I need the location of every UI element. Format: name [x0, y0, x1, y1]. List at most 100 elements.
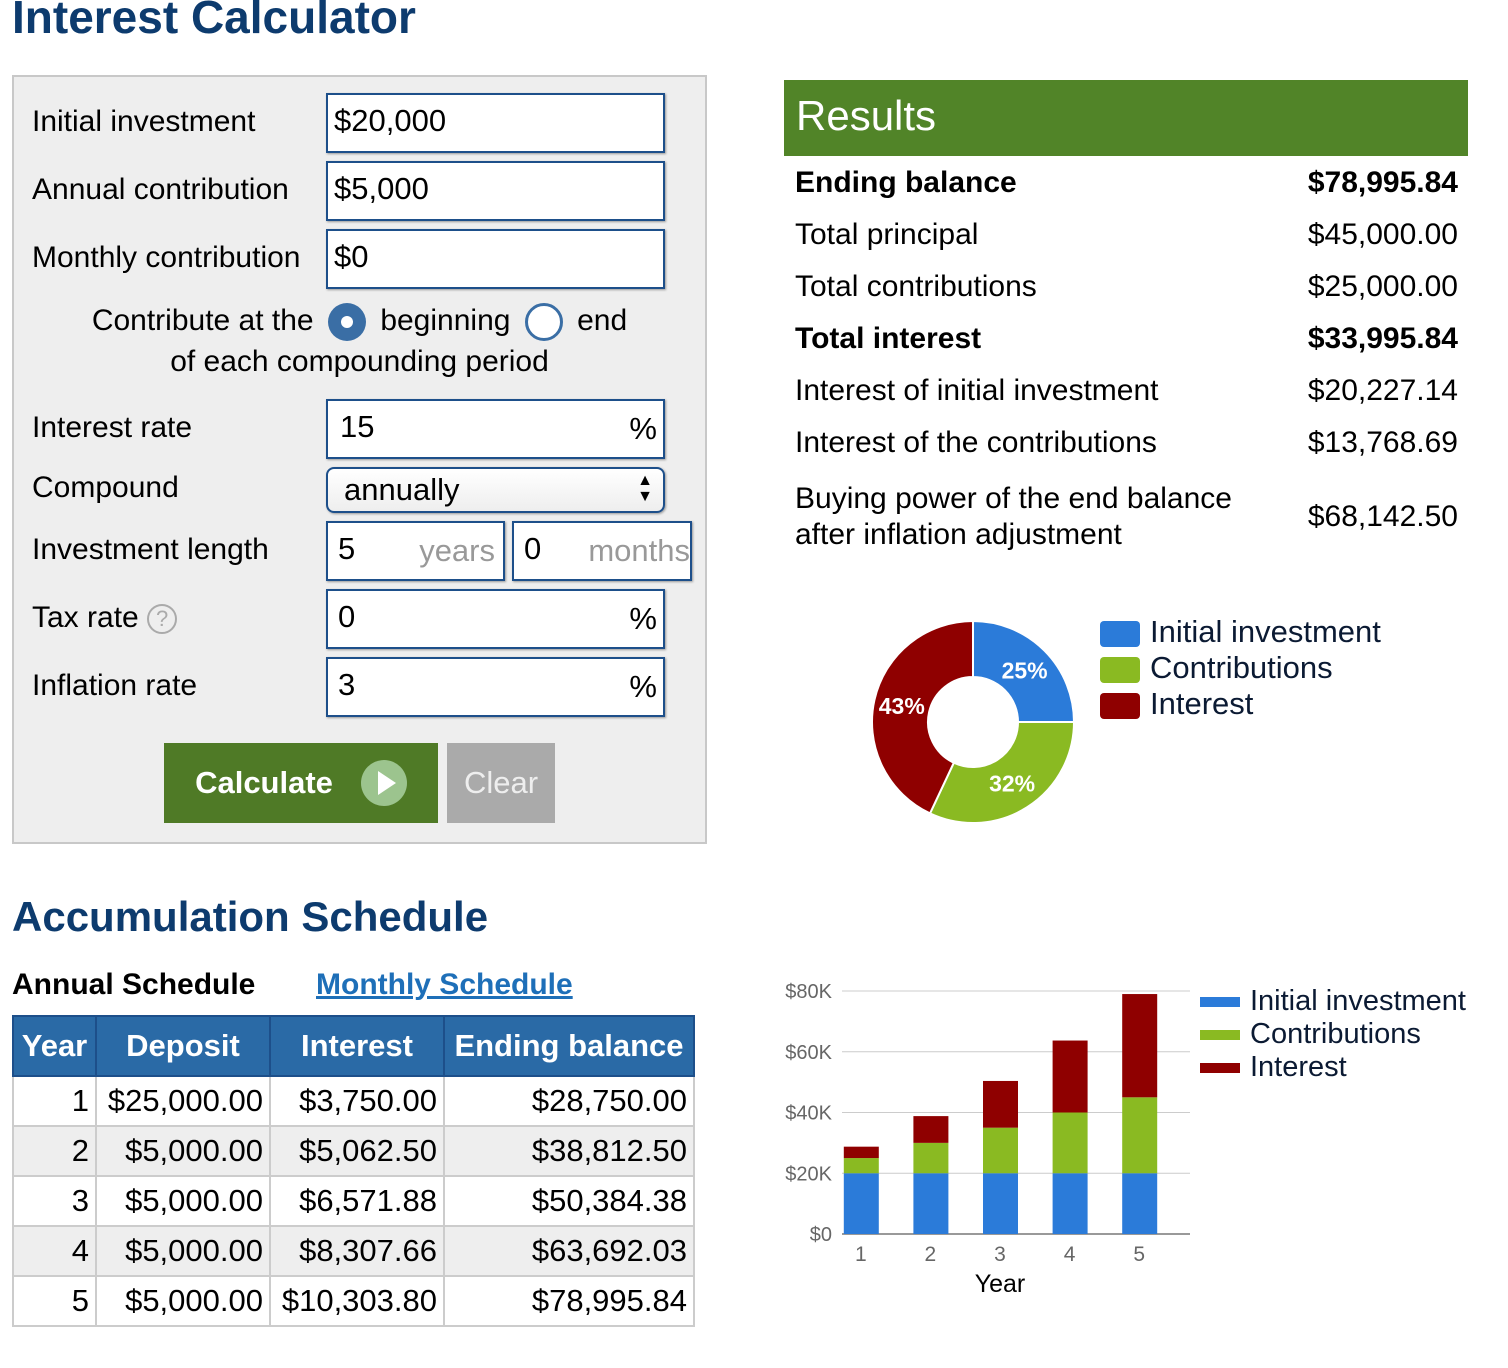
- donut-data-label: 25%: [1002, 657, 1048, 683]
- result-row: Ending balance $78,995.84: [795, 166, 1458, 200]
- buying-power-value: $68,142.50: [1307, 500, 1458, 533]
- calculator-form: Initial investment $20,000 Annual contri…: [12, 75, 707, 844]
- legend-label: Contributions: [1150, 650, 1333, 685]
- bar-interest: [843, 1146, 879, 1159]
- x-tick-label: 4: [1064, 1243, 1076, 1266]
- legend-swatch: [1100, 620, 1140, 647]
- initial-investment-input[interactable]: $20,000: [326, 93, 665, 153]
- investment-length-label: Investment length: [32, 533, 269, 566]
- legend-item: Contributions: [1200, 1018, 1421, 1051]
- bar-interest: [913, 1116, 949, 1143]
- bar-initial-investment: [913, 1173, 949, 1234]
- y-tick-label: $80K: [785, 981, 832, 1003]
- result-value: $25,000.00: [1307, 270, 1458, 303]
- col-deposit: Deposit: [95, 1015, 271, 1077]
- bar-contributions: [1122, 1097, 1158, 1174]
- radio-end[interactable]: [524, 303, 563, 341]
- result-label: Ending balance: [795, 166, 1017, 199]
- table-cell: $8,307.66: [269, 1225, 445, 1277]
- radio-beginning-label[interactable]: beginning: [380, 303, 511, 337]
- clear-button[interactable]: Clear: [447, 743, 555, 823]
- x-tick-label: 1: [855, 1243, 867, 1266]
- legend-label: Initial investment: [1150, 614, 1381, 649]
- table-cell: $5,000.00: [95, 1125, 271, 1177]
- radio-end-label[interactable]: end: [577, 303, 628, 337]
- result-row-buying-power: Buying power of the end balance after inf…: [795, 482, 1458, 552]
- table-cell: $28,750.00: [443, 1075, 695, 1127]
- result-value: $45,000.00: [1307, 218, 1458, 251]
- table-cell: $5,062.50: [269, 1125, 445, 1177]
- table-row: 5 $5,000.00 $10,303.80 $78,995.84: [12, 1275, 695, 1327]
- bar-contributions: [913, 1142, 949, 1174]
- monthly-contribution-input[interactable]: $0: [326, 229, 665, 289]
- calculate-button[interactable]: Calculate: [164, 743, 438, 823]
- bar-contributions: [843, 1158, 879, 1174]
- result-value: $33,995.84: [1307, 322, 1458, 355]
- interest-rate-input[interactable]: 15%: [326, 399, 665, 459]
- percent-suffix: %: [629, 411, 657, 446]
- schedule-table: Year Deposit Interest Ending balance 1 $2…: [12, 1015, 695, 1327]
- legend-item: Initial investment: [1100, 614, 1381, 650]
- monthly-contribution-label: Monthly contribution: [32, 241, 301, 274]
- tax-rate-input[interactable]: 0%: [326, 589, 665, 649]
- years-unit: years: [419, 533, 495, 568]
- legend-swatch: [1100, 692, 1140, 719]
- table-cell: $78,995.84: [443, 1275, 695, 1327]
- annual-contribution-input[interactable]: $5,000: [326, 161, 665, 221]
- years-input[interactable]: 5 years: [326, 521, 505, 581]
- table-cell: 5: [12, 1275, 97, 1327]
- compound-select[interactable]: annually ▲ ▼: [326, 467, 665, 513]
- table-cell: $5,000.00: [95, 1275, 271, 1327]
- result-label: Total interest: [795, 322, 982, 355]
- donut-slice-contributions: [928, 721, 1076, 824]
- y-tick-label: $60K: [785, 1042, 832, 1064]
- interest-rate-label: Interest rate: [32, 411, 193, 444]
- months-input[interactable]: 0 months: [512, 521, 692, 581]
- help-icon[interactable]: ?: [147, 604, 178, 635]
- table-row: 3 $5,000.00 $6,571.88 $50,384.38: [12, 1175, 695, 1227]
- result-label: Interest of the contributions: [795, 426, 1157, 459]
- months-value: 0: [524, 531, 542, 566]
- results-header: Results: [784, 80, 1468, 156]
- donut-slice-interest: [871, 619, 974, 815]
- tab-monthly-schedule[interactable]: Monthly Schedule: [316, 968, 573, 1001]
- bar-initial-investment: [983, 1173, 1018, 1234]
- table-row: 4 $5,000.00 $8,307.66 $63,692.03: [12, 1225, 695, 1277]
- table-cell: $25,000.00: [95, 1075, 271, 1127]
- compound-label: Compound: [32, 471, 179, 504]
- legend-label: Interest: [1250, 1051, 1347, 1083]
- y-tick-label: $40K: [785, 1103, 832, 1125]
- page-title: Interest Calculator: [12, 0, 416, 43]
- bar-initial-investment: [1122, 1173, 1158, 1234]
- legend-swatch: [1200, 1030, 1240, 1041]
- result-label: Interest of initial investment: [795, 374, 1159, 407]
- result-value: $13,768.69: [1307, 426, 1458, 459]
- tab-annual-schedule[interactable]: Annual Schedule: [12, 968, 256, 1001]
- annual-contribution-label: Annual contribution: [32, 173, 289, 206]
- col-ending-balance: Ending balance: [443, 1015, 695, 1077]
- table-cell: $3,750.00: [269, 1075, 445, 1127]
- bar-interest: [1122, 994, 1158, 1098]
- y-tick-label: $0: [810, 1224, 832, 1246]
- result-row: Interest of initial investment $20,227.14: [795, 374, 1458, 408]
- radio-beginning[interactable]: [327, 303, 366, 341]
- table-cell: $38,812.50: [443, 1125, 695, 1177]
- inflation-rate-input[interactable]: 3%: [326, 657, 665, 717]
- bar-contributions: [1052, 1112, 1088, 1174]
- donut-data-label: 32%: [989, 771, 1035, 797]
- bar-initial-investment: [1052, 1173, 1088, 1234]
- legend-label: Interest: [1150, 686, 1254, 721]
- schedule-title: Accumulation Schedule: [12, 893, 489, 940]
- donut-chart: 25% 32% 43%: [871, 619, 1076, 824]
- result-row: Total interest $33,995.84: [795, 322, 1458, 356]
- table-cell: $6,571.88: [269, 1175, 445, 1227]
- donut-data-label: 43%: [879, 693, 925, 719]
- play-icon: [360, 760, 407, 806]
- bar-interest: [1052, 1040, 1088, 1113]
- col-interest: Interest: [269, 1015, 445, 1077]
- legend-item: Contributions: [1100, 650, 1333, 686]
- calculate-label: Calculate: [195, 765, 333, 800]
- table-row: 1 $25,000.00 $3,750.00 $28,750.00: [12, 1075, 695, 1127]
- table-cell: 3: [12, 1175, 97, 1227]
- bar-initial-investment: [843, 1173, 879, 1234]
